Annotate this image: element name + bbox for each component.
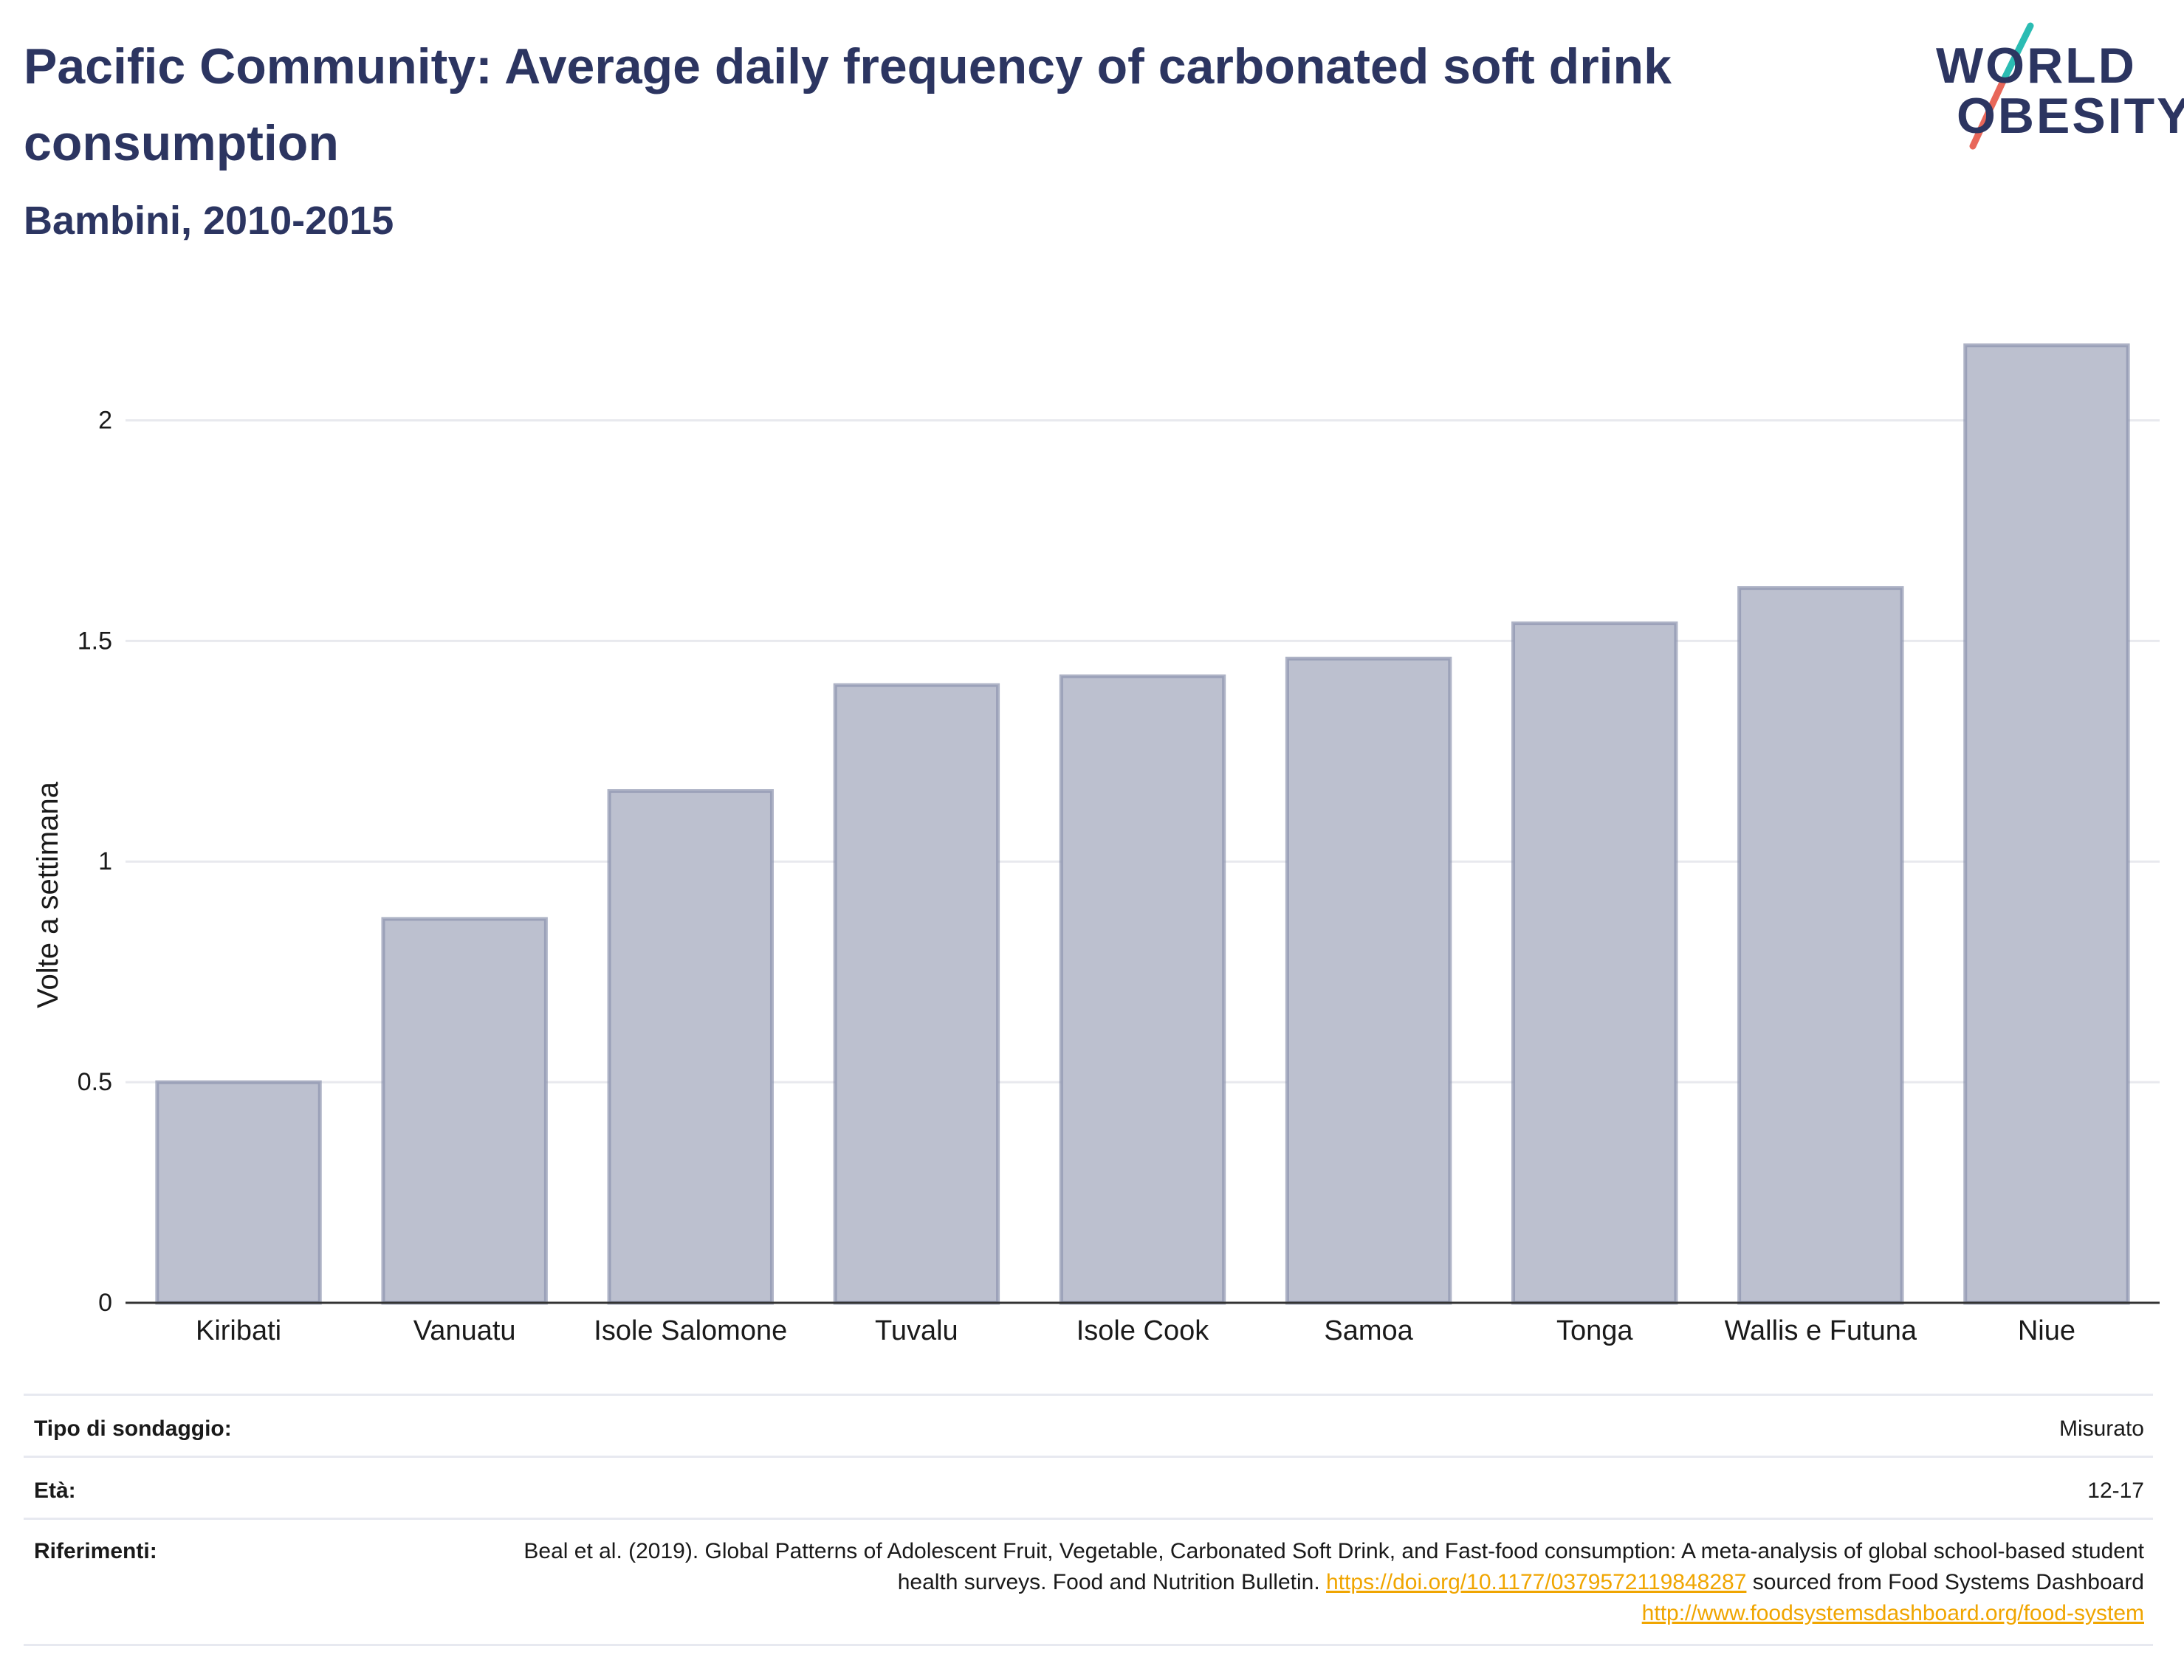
x-tick-label: Vanuatu xyxy=(413,1315,516,1346)
y-tick-label: 2 xyxy=(98,406,112,434)
survey-type-label: Tipo di sondaggio: xyxy=(34,1416,232,1441)
bar xyxy=(1285,656,1452,1305)
meta-row-age: Età: 12-17 xyxy=(24,1456,2153,1520)
x-tick-label: Isole Salomone xyxy=(594,1315,787,1346)
x-tick-label: Tuvalu xyxy=(875,1315,958,1346)
bar xyxy=(1737,586,1904,1305)
chart-title: Pacific Community: Average daily frequen… xyxy=(24,38,1672,171)
bar xyxy=(1059,674,1226,1305)
reference-citation: Beal et al. (2019). Global Patterns of A… xyxy=(523,1539,2144,1594)
world-obesity-logo: WORLD OBESITY xyxy=(1920,22,2184,170)
logo-word-obesity: OBESITY xyxy=(1957,88,2184,144)
x-tick-label: Niue xyxy=(2018,1315,2075,1346)
metadata-table: Tipo di sondaggio: Misurato Età: 12-17 R… xyxy=(24,1394,2153,1646)
logo-word-world: WORLD xyxy=(1936,38,2137,94)
reference-source: sourced from Food Systems Dashboard xyxy=(1752,1570,2144,1594)
bar xyxy=(833,683,1000,1305)
references-label: Riferimenti: xyxy=(34,1539,157,1563)
age-label: Età: xyxy=(34,1478,76,1503)
y-tick-label: 0.5 xyxy=(78,1068,112,1096)
y-tick-label: 1.5 xyxy=(78,627,112,655)
x-tick-label: Samoa xyxy=(1324,1315,1413,1346)
survey-type-value: Misurato xyxy=(2058,1416,2144,1441)
y-axis-label: Volte a settimana xyxy=(32,781,64,1008)
x-tick-label: Kiribati xyxy=(196,1315,281,1346)
references-text: Beal et al. (2019). Global Patterns of A… xyxy=(520,1536,2144,1629)
bar xyxy=(607,789,774,1305)
meta-row-survey: Tipo di sondaggio: Misurato xyxy=(24,1394,2153,1458)
x-tick-label: Wallis e Futuna xyxy=(1725,1315,1917,1346)
x-tick-label: Tonga xyxy=(1556,1315,1633,1346)
x-tick-label: Isole Cook xyxy=(1076,1315,1210,1346)
bar-chart: 0 0.5 1 1.5 2 Kiribati Vanuatu Isole Salomone Tu… xyxy=(32,343,2160,1346)
doi-link[interactable]: https://doi.org/10.1177/0379572119848287 xyxy=(1326,1570,1747,1594)
y-tick-label: 0 xyxy=(98,1289,112,1317)
bar xyxy=(1963,343,2130,1305)
food-systems-link[interactable]: http://www.foodsystemsdashboard.org/food… xyxy=(1641,1601,2144,1625)
age-value: 12-17 xyxy=(2087,1478,2144,1503)
bar xyxy=(381,917,548,1305)
bar xyxy=(155,1080,322,1305)
y-tick-label: 1 xyxy=(98,847,112,875)
chart-subtitle: Bambini, 2010-2015 xyxy=(24,199,394,243)
bar xyxy=(1511,621,1678,1305)
logo-slash-icon xyxy=(1969,22,2034,150)
meta-row-references: Riferimenti: Beal et al. (2019). Global … xyxy=(24,1518,2153,1646)
